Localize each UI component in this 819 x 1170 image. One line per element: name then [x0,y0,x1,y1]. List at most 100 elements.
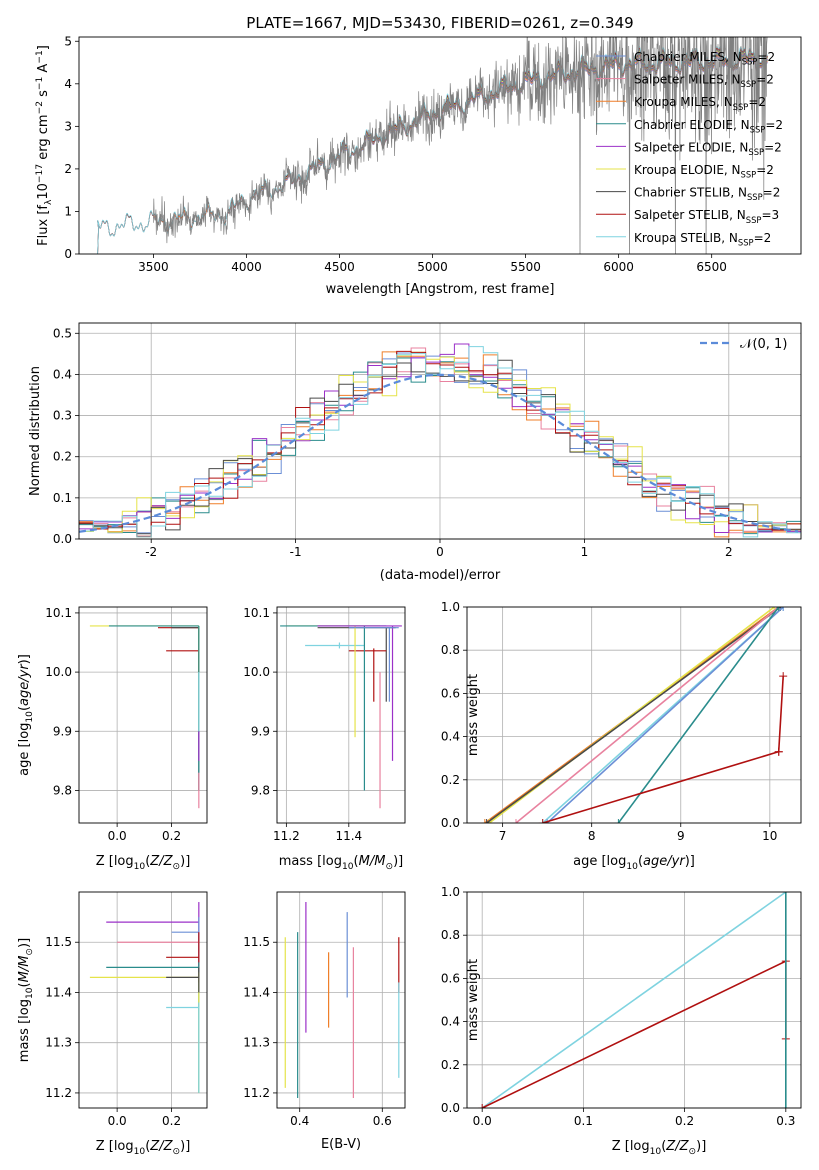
y-tick-label: 4 [64,77,72,91]
label-part: 10 [134,1147,146,1157]
y-tick-label: 9.9 [53,724,72,738]
axes-frame [466,606,802,824]
label-part: =2 [756,73,774,87]
label-part: 10 [25,711,35,723]
label-part: M/M [17,956,32,983]
grid [277,607,405,823]
label-part: age/yr [17,663,32,706]
y-tick-label: 1.0 [441,885,460,899]
x-axis-label: age [log10(age/yr)] [573,854,695,872]
y-tick-label: 0.8 [441,928,460,942]
y-tick-label: 11.2 [243,1086,270,1100]
x-tick-label: 11.4 [335,829,362,843]
legend-entry: Kroupa MILES, NSSP=2 [634,95,766,112]
cumulative-weight-line [542,676,784,823]
cumulative-weight-line [486,607,781,823]
cumulative-metallicity-weight-plot: 0.0 0.1 0.2 0.3 0.0 0.2 0.4 0.6 0.8 1.0 Z [log10(Z… [441,885,802,1157]
figure-title: PLATE=1667, MJD=53430, FIBERID=0261, z=0… [246,14,633,32]
cumulative-weight-marker [543,819,552,823]
label-part: ( [661,1139,666,1154]
label-part: N [738,186,747,200]
y-axis-label: Flux [fλ10−17 erg cm−2 s−1 A−1] [35,45,54,246]
label-part: SSP [738,237,754,247]
axes-frame [276,606,406,824]
x-tick-label: 0.6 [373,1114,392,1128]
x-tick-label: 0.1 [574,1114,593,1128]
label-part: N [724,95,733,109]
label-part: 10 [626,862,638,872]
label-part: =3 [761,208,779,222]
label-part: SSP [742,57,758,67]
label-part: =2 [756,163,774,177]
cumulative-weight-marker [614,819,623,823]
label-part: Chabrier ELODIE, [634,118,741,132]
cumulative-weight-marker [478,1104,487,1108]
cumulative-weight-marker [779,607,788,611]
label-part: Z/Z [149,1139,173,1154]
y-tick-label: 0.4 [441,1015,460,1029]
plot-area [89,902,200,1093]
label-part: N [732,73,741,87]
x-tick-label: 0 [436,545,444,559]
label-part: ] [36,45,51,50]
x-tick-label: 8 [588,829,596,843]
label-part: Z [log [96,1139,134,1154]
ticks: 0.0 0.2 11.2 11.3 11.4 11.5 [45,935,181,1128]
cumulative-weight-line [617,607,780,823]
label-part: ( [354,854,359,869]
y-tick-label: 1.0 [441,600,460,614]
label-part: N [733,50,742,64]
axes-frame [78,606,208,824]
label-part: −1 [35,77,45,90]
label-part: Z [log [612,1139,650,1154]
y-axis-label: age [log10(age/yr)] [17,654,35,776]
label-part: s [36,90,51,101]
x-tick-label: 0.0 [108,829,127,843]
legend-entry: Salpeter ELODIE, NSSP=2 [634,140,782,157]
legend: 𝒩(0, 1) [700,337,787,352]
label-part: mass [log [279,854,342,869]
y-axis-label: Normed distribution [28,366,43,496]
y-tick-label: 0.2 [441,773,460,787]
label-part: =2 [754,231,772,245]
label-part: 10 [650,1147,662,1157]
x-tick-label: -1 [290,545,302,559]
x-tick-label: 5000 [417,260,448,274]
y-tick-label: 0.6 [441,971,460,985]
label-part: )] [685,854,695,869]
label-part: ⊙ [173,1147,181,1157]
label-part: =2 [765,118,783,132]
label-part: )] [17,654,32,664]
x-tick-label: 6000 [603,260,634,274]
spectrum-plot: 3500 4000 4500 5000 5500 6000 6500 0 1 2 3 4 5 wavele… [35,34,802,297]
residual-histogram-plot: -2 -1 0 1 2 0.0 0.1 0.2 0.3 0.4 0.5 (data-model)/er… [28,322,802,583]
ticks: 0.0 0.2 9.8 9.9 10.0 10.1 [45,606,181,843]
label-part: Kroupa MILES, [634,95,724,109]
label-part: N [729,231,738,245]
legend-entry: Chabrier MILES, NSSP=2 [634,50,775,67]
ticks: 7 8 9 10 0.0 0.2 0.4 0.6 0.8 1.0 [441,600,778,843]
label-part: Kroupa ELODIE, [634,163,732,177]
label-part: ⊙ [173,862,181,872]
cumulative-weight-marker [774,607,783,611]
label-part: )] [17,938,32,948]
residual-histogram-step [79,347,801,534]
label-part: SSP [746,215,762,225]
y-tick-label: 3 [64,119,72,133]
cumulative-weight-marker [511,819,520,823]
label-part: =2 [748,95,766,109]
y-tick-label: 11.4 [45,985,72,999]
y-tick-label: 11.3 [243,1036,270,1050]
y-tick-label: 5 [64,34,72,48]
y-tick-label: 0.5 [53,326,72,340]
x-axis-label: mass [log10(M/M⊙)] [279,854,403,872]
x-axis-label: (data-model)/error [380,568,501,583]
axes-frame [466,891,802,1109]
x-tick-label: 0.0 [108,1114,127,1128]
label-part: −2 [35,101,45,114]
cumulative-weight-line [481,892,787,1108]
axes-frame [78,36,802,255]
x-tick-label: 0.3 [776,1114,795,1128]
label-part: age [log [573,854,626,869]
